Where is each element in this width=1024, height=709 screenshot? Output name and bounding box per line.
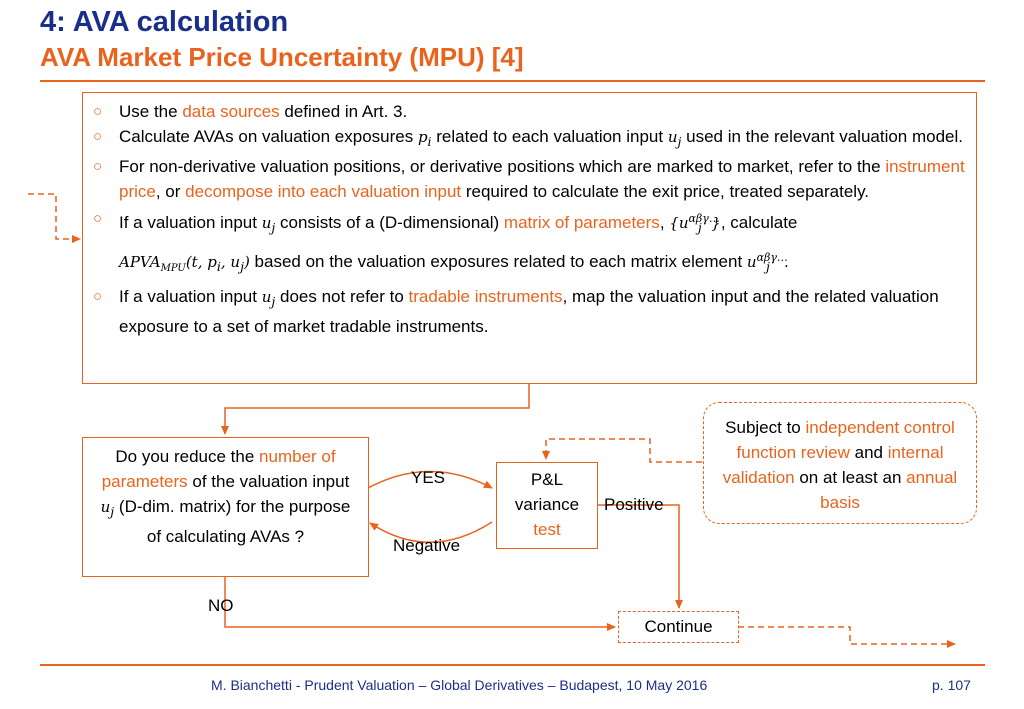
bullet-data-sources: ○ Use the data sources defined in Art. 3… [83, 99, 976, 124]
no-arrow [224, 576, 616, 631]
bullet-non-derivative: ○ For non-derivative valuation positions… [83, 154, 976, 204]
math-p-i: pi [417, 128, 432, 149]
negative-label: Negative [393, 536, 461, 555]
negative-arrow [369, 521, 493, 543]
bullet-matrix-parameters: ○ If a valuation input uj consists of a … [83, 204, 976, 284]
continue-box: Continue [618, 611, 739, 643]
main-to-question-arrow [221, 383, 530, 435]
bullet-icon: ○ [93, 288, 103, 305]
page-title: 4: AVA calculation [40, 6, 289, 38]
yes-label: YES [411, 468, 446, 487]
page-subtitle: AVA Market Price Uncertainty (MPU) [4] [40, 42, 524, 72]
tradable-highlight: tradable instruments [408, 287, 563, 306]
internal-validation-highlight: internal validation [722, 443, 944, 487]
positive-arrow [597, 504, 683, 609]
yes-arrow [367, 470, 493, 489]
no-label: NO [208, 596, 234, 615]
header-divider [40, 80, 985, 82]
independent-review-highlight: independent control function review [736, 418, 955, 462]
rules-box: ○ Use the data sources defined in Art. 3… [82, 92, 977, 384]
positive-label: Positive [604, 495, 664, 514]
page-number: p. 107 [932, 677, 971, 693]
matrix-highlight: matrix of parameters [503, 213, 660, 232]
bullet-icon: ○ [93, 158, 103, 175]
number-of-parameters-highlight: number of parameters [101, 447, 336, 491]
continue-dashed-arrow [738, 626, 956, 648]
pl-variance-test-box: P&L variance test [496, 462, 598, 549]
bullet-icon: ○ [93, 103, 103, 120]
footer-text: M. Bianchetti - Prudent Valuation – Glob… [211, 677, 708, 693]
data-sources-highlight: data sources [182, 102, 280, 121]
bullet-icon: ○ [93, 128, 103, 145]
instrument-price-highlight: instrument price [119, 157, 965, 201]
input-dashed-arrow [28, 193, 81, 243]
bullet-icon: ○ [93, 210, 103, 227]
question-box: Do you reduce the number of parameters o… [82, 437, 369, 577]
review-dashed-arrow [542, 438, 702, 463]
footer-divider [40, 664, 985, 666]
decompose-highlight: decompose into each valuation input [185, 182, 462, 201]
math-u-j: uj [667, 128, 682, 149]
math-apva: APVAMPU(t, pi, uj) [119, 253, 250, 274]
review-note-box: Subject to independent control function … [703, 402, 977, 524]
bullet-calculate-avas: ○ Calculate AVAs on valuation exposures … [83, 124, 976, 154]
math-matrix-set: {uαβγ…j } [669, 212, 721, 235]
bullet-tradable: ○ If a valuation input uj does not refer… [83, 284, 976, 339]
annual-basis-highlight: annual basis [820, 468, 958, 512]
